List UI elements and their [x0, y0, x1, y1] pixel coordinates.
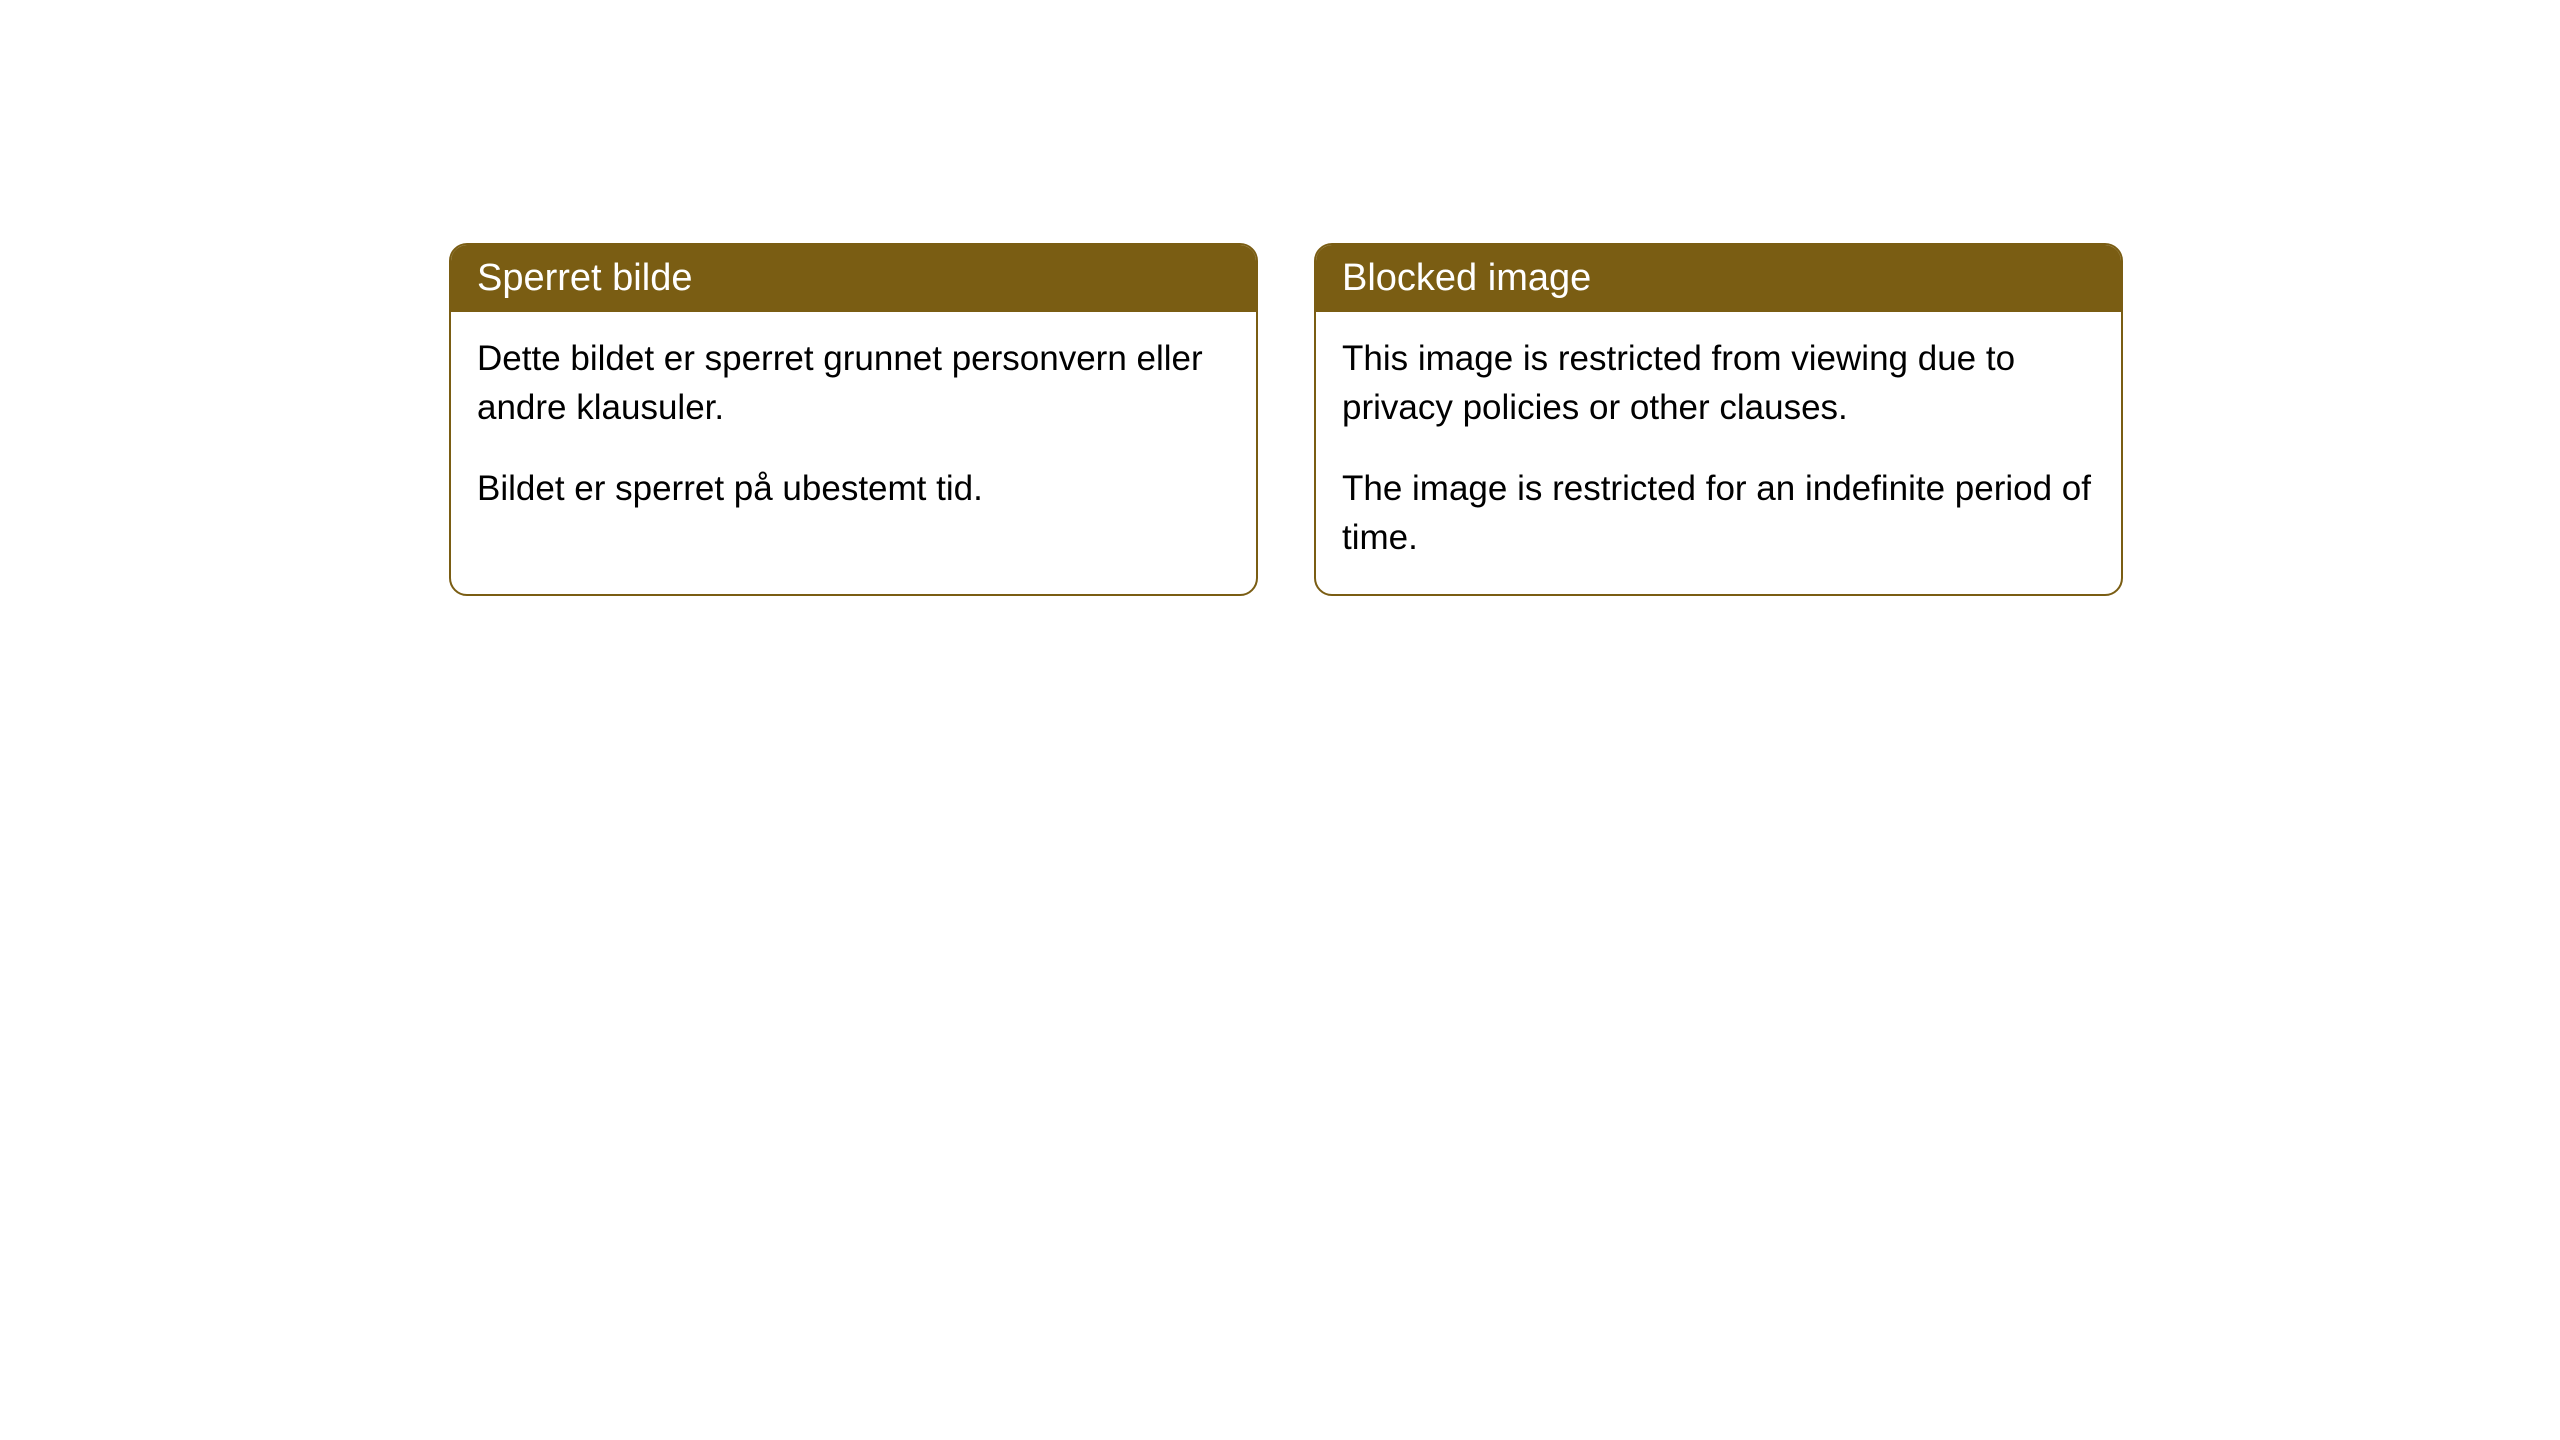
card-title: Blocked image	[1342, 257, 1591, 299]
card-paragraph-1: Dette bildet er sperret grunnet personve…	[477, 334, 1230, 432]
card-paragraph-1: This image is restricted from viewing du…	[1342, 334, 2095, 432]
card-body-english: This image is restricted from viewing du…	[1316, 312, 2121, 594]
card-body-norwegian: Dette bildet er sperret grunnet personve…	[451, 312, 1256, 545]
blocked-image-card-english: Blocked image This image is restricted f…	[1314, 243, 2123, 596]
card-header-english: Blocked image	[1316, 245, 2121, 312]
notice-cards-container: Sperret bilde Dette bildet er sperret gr…	[449, 243, 2123, 596]
blocked-image-card-norwegian: Sperret bilde Dette bildet er sperret gr…	[449, 243, 1258, 596]
card-title: Sperret bilde	[477, 257, 692, 299]
card-paragraph-2: Bildet er sperret på ubestemt tid.	[477, 464, 1230, 513]
card-header-norwegian: Sperret bilde	[451, 245, 1256, 312]
card-paragraph-2: The image is restricted for an indefinit…	[1342, 464, 2095, 562]
